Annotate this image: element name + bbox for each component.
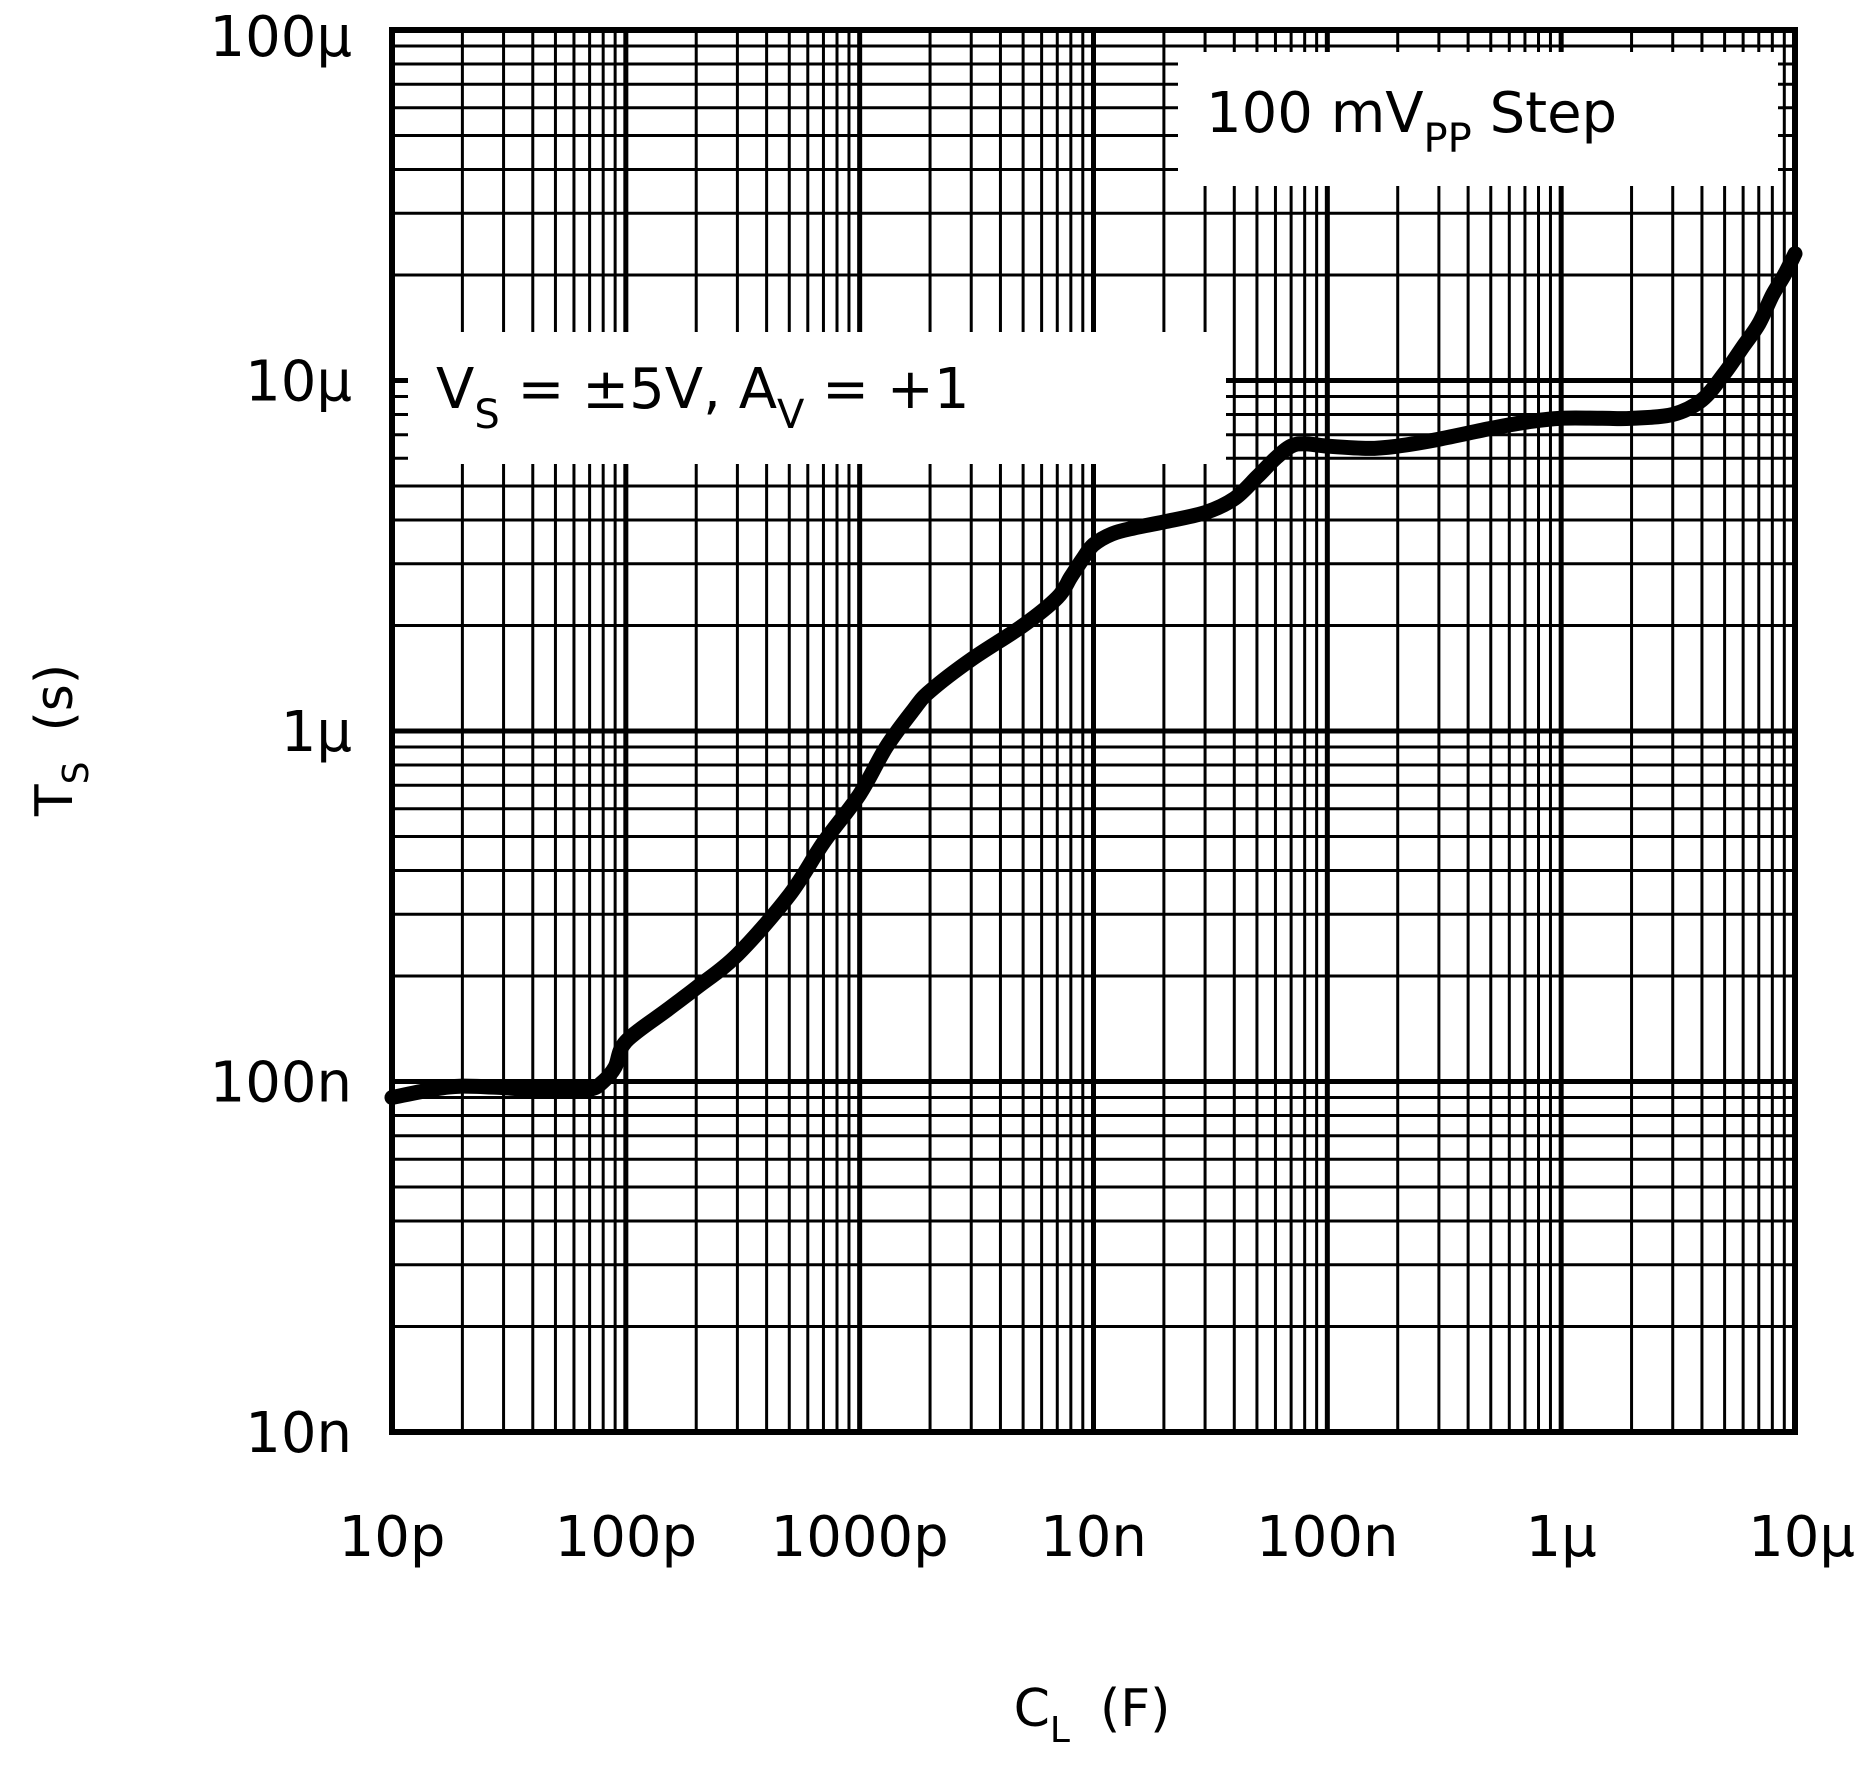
series-line-ts <box>384 246 1803 1105</box>
series-layer <box>384 246 1803 1105</box>
annotation-supply-part: S <box>474 392 499 438</box>
x-axis-title-sub: L <box>1050 1710 1070 1751</box>
x-tick-label: 10μ <box>1748 1505 1855 1570</box>
annotation-step: 100 mVPP Step <box>1206 81 1617 162</box>
annotation-supply-part: = +1 <box>804 357 969 422</box>
y-tick-label: 10n <box>245 1401 352 1466</box>
annotation-box-step <box>1178 52 1778 186</box>
y-tick-label: 100n <box>210 1051 352 1116</box>
y-tick-label: 10μ <box>245 350 352 415</box>
annotation-step-part: 100 mV <box>1206 81 1424 146</box>
x-tick-label: 10p <box>339 1505 446 1570</box>
y-axis-title: TS (s) <box>25 664 97 817</box>
annotation-supply-part: V <box>436 357 474 422</box>
annotation-supply-part: V <box>777 392 805 438</box>
plot-border <box>389 27 1798 1435</box>
x-tick-label: 100n <box>1256 1505 1398 1570</box>
annotation-step-part: Step <box>1472 81 1617 146</box>
x-tick-labels: 10p 100p 1000p 10n 100n 1μ 10μ <box>339 1505 1855 1570</box>
plot-frame <box>389 27 1798 1435</box>
x-tick-label: 10n <box>1040 1505 1147 1570</box>
x-axis-title-unit: (F) <box>1100 1679 1170 1739</box>
x-axis-title: CL (F) <box>1014 1679 1171 1751</box>
y-tick-labels: 10n 100n 1μ 10μ 100μ <box>209 5 352 1466</box>
annotation-supply: VS = ±5V, AV = +1 <box>436 357 969 438</box>
x-tick-label: 1000p <box>771 1505 949 1570</box>
x-axis-title-main: C <box>1014 1679 1050 1739</box>
x-tick-label: 100p <box>555 1505 697 1570</box>
y-axis-title-unit: (s) <box>25 664 85 732</box>
annotation-box-supply <box>408 332 1226 464</box>
y-tick-label: 100μ <box>209 5 352 70</box>
y-axis-title-main: T <box>25 784 85 817</box>
x-tick-label: 1μ <box>1526 1505 1597 1570</box>
annotation-supply-part: = ±5V, A <box>500 357 777 422</box>
annotation-step-part: PP <box>1424 116 1472 162</box>
y-tick-label: 1μ <box>281 700 352 765</box>
y-axis-title-sub: S <box>56 762 97 785</box>
